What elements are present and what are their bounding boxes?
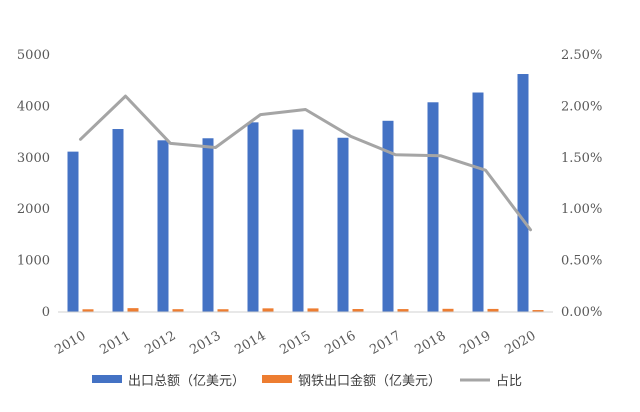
x-tick-label: 2020 <box>502 328 538 358</box>
legend-item-0: 出口总额（亿美元） <box>92 374 245 389</box>
y-right-tick-label: 1.50% <box>561 151 602 166</box>
legend-item-1: 钢铁出口金额（亿美元） <box>262 373 441 389</box>
plot-area <box>67 74 544 313</box>
legend-swatch <box>92 375 122 383</box>
bar-export-total-2020 <box>517 74 529 313</box>
legend: 出口总额（亿美元） 钢铁出口金额（亿美元） 占比 <box>92 373 522 389</box>
bar-export-total-2014 <box>247 122 259 312</box>
x-tick-label: 2010 <box>52 328 88 358</box>
y-left-tick-label: 4000 <box>17 99 50 114</box>
bar-export-total-2015 <box>292 129 304 312</box>
legend-label: 钢铁出口金额（亿美元） <box>298 373 441 389</box>
y-right-tick-label: 0.00% <box>561 305 602 320</box>
x-tick-label: 2012 <box>142 328 178 358</box>
x-tick-label: 2019 <box>457 328 493 358</box>
y-right-tick-label: 2.50% <box>561 48 602 63</box>
bar-steel-export-2011 <box>127 308 139 312</box>
x-tick-label: 2016 <box>322 328 358 358</box>
bar-steel-export-2010 <box>82 309 94 312</box>
bar-export-total-2018 <box>427 102 439 312</box>
x-tick-label: 2011 <box>97 328 133 358</box>
legend-swatch <box>262 375 292 383</box>
x-tick-label: 2017 <box>367 328 403 358</box>
x-tick-label: 2014 <box>232 328 268 358</box>
bar-export-total-2012 <box>157 140 169 312</box>
y-left-tick-label: 5000 <box>17 48 50 63</box>
bar-steel-export-2017 <box>397 309 409 312</box>
bar-export-total-2013 <box>202 138 214 312</box>
x-tick-label: 2018 <box>412 328 448 358</box>
bar-steel-export-2013 <box>217 309 229 312</box>
bar-steel-export-2014 <box>262 308 274 312</box>
bar-export-total-2017 <box>382 120 394 312</box>
y-right-tick-label: 2.00% <box>561 99 602 114</box>
line-share-series <box>79 94 532 232</box>
x-tick-label: 2015 <box>277 328 313 358</box>
legend-item-2: 占比 <box>460 374 522 389</box>
x-tick-label: 2013 <box>187 328 223 358</box>
bar-steel-export-2019 <box>487 308 499 312</box>
bar-steel-export-2016 <box>352 309 364 312</box>
bar-steel-export-2015 <box>307 308 319 312</box>
bar-export-total-2010 <box>67 151 79 312</box>
bar-export-total-2016 <box>337 137 349 312</box>
bar-steel-export-2020 <box>532 310 544 312</box>
y-left-tick-label: 2000 <box>17 202 50 217</box>
bar-export-total-2019 <box>472 92 484 313</box>
y-right-tick-label: 1.00% <box>561 202 602 217</box>
y-left-tick-label: 3000 <box>17 151 50 166</box>
y-left-tick-label: 1000 <box>17 254 50 269</box>
legend-label: 占比 <box>496 374 522 389</box>
y-left-tick-label: 0 <box>42 305 50 320</box>
bar-steel-export-2012 <box>172 309 184 312</box>
y-right-tick-label: 0.50% <box>561 254 602 269</box>
legend-label: 出口总额（亿美元） <box>128 374 245 389</box>
bar-steel-export-2018 <box>442 308 454 312</box>
axes: 0 1000 2000 3000 4000 5000 0.00% 0.50% 1.00% 1.50… <box>17 48 602 358</box>
bar-export-total-2011 <box>112 129 124 312</box>
